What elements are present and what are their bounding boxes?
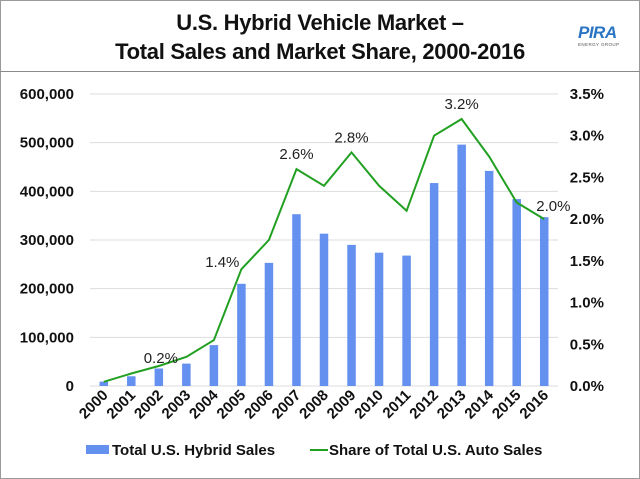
x-tick-label: 2003 <box>159 387 195 423</box>
bar-2000 <box>99 381 109 386</box>
x-tick-label: 2001 <box>104 387 140 423</box>
x-tick-label: 2015 <box>489 387 525 423</box>
x-tick-label: 2007 <box>269 387 305 423</box>
y-tick-label: 600,000 <box>20 86 74 103</box>
legend: Total U.S. Hybrid Sales Share of Total U… <box>86 442 542 459</box>
bar-2012 <box>429 183 439 386</box>
logo-sub-text: ENERGY GROUP <box>578 42 620 47</box>
y2-tick-label: 1.0% <box>570 295 604 312</box>
y-tick-label: 0 <box>66 378 74 395</box>
data-label: 2.8% <box>334 129 368 146</box>
y-tick-label: 300,000 <box>20 232 74 249</box>
y2-tick-label: 3.5% <box>570 86 604 103</box>
y-tick-label: 500,000 <box>20 135 74 152</box>
x-tick-label: 2005 <box>214 387 250 423</box>
legend-bar-label: Total U.S. Hybrid Sales <box>112 442 275 459</box>
right-axis-ticks: 0.0% 0.5% 1.0% 1.5% 2.0% 2.5% 3.0% 3.5% <box>570 86 604 395</box>
bar-2005 <box>237 283 246 386</box>
legend-line-label: Share of Total U.S. Auto Sales <box>329 442 542 459</box>
data-label: 2.0% <box>536 198 570 215</box>
y-tick-label: 400,000 <box>20 183 74 200</box>
pira-logo: PIRA ENERGY GROUP <box>578 23 638 47</box>
x-axis-ticks: 2000200120022003200420052006200720082009… <box>76 386 552 422</box>
bar-2013 <box>457 144 466 386</box>
logo-main-text: PIRA <box>578 23 617 42</box>
x-tick-label: 2012 <box>406 387 442 423</box>
bar-2001 <box>127 376 136 386</box>
bar-2004 <box>209 345 219 386</box>
y2-tick-label: 2.0% <box>570 211 604 228</box>
x-tick-label: 2014 <box>461 386 497 422</box>
bar-2009 <box>347 244 356 386</box>
bar-2015 <box>512 199 521 386</box>
data-labels: 0.2% 1.4% 2.6% 2.8% 3.2% 2.0% <box>144 96 571 367</box>
data-label: 2.6% <box>279 146 313 163</box>
bar-2006 <box>264 262 274 386</box>
y2-tick-label: 3.0% <box>570 128 604 145</box>
bar-2008 <box>319 233 329 386</box>
x-tick-label: 2006 <box>241 387 277 423</box>
x-tick-label: 2016 <box>516 387 552 423</box>
x-tick-label: 2013 <box>434 387 470 423</box>
x-tick-label: 2011 <box>379 387 414 422</box>
data-label: 1.4% <box>205 254 239 271</box>
legend-bar-swatch <box>86 445 109 454</box>
x-tick-label: 2009 <box>324 387 360 423</box>
x-tick-label: 2000 <box>76 387 112 423</box>
bar-2016 <box>539 217 549 386</box>
share-line <box>103 117 545 383</box>
y2-tick-label: 2.5% <box>570 169 604 186</box>
bar-series <box>99 144 549 386</box>
data-label: 0.2% <box>144 350 178 367</box>
data-label: 3.2% <box>445 96 479 113</box>
bar-2002 <box>154 368 164 386</box>
y2-tick-label: 1.5% <box>570 253 604 270</box>
bar-2010 <box>374 252 384 386</box>
bar-2007 <box>292 214 301 386</box>
line-series <box>103 117 545 383</box>
y2-tick-label: 0.5% <box>570 336 604 353</box>
x-tick-label: 2010 <box>351 387 387 423</box>
y-tick-label: 200,000 <box>20 281 74 298</box>
chart-title-line2: Total Sales and Market Share, 2000-2016 <box>115 39 525 64</box>
chart-header: U.S. Hybrid Vehicle Market – Total Sales… <box>0 0 640 72</box>
bar-2011 <box>402 255 411 386</box>
x-tick-label: 2004 <box>186 386 222 422</box>
chart-title-line1: U.S. Hybrid Vehicle Market – <box>176 10 464 35</box>
y-tick-label: 100,000 <box>20 329 74 346</box>
left-axis-ticks: 0 100,000 200,000 300,000 400,000 500,000 600,… <box>20 86 74 395</box>
x-tick-label: 2002 <box>131 387 167 423</box>
y2-tick-label: 0.0% <box>570 378 604 395</box>
bar-2014 <box>484 170 494 386</box>
x-tick-label: 2008 <box>296 387 332 423</box>
bar-2003 <box>182 363 191 386</box>
